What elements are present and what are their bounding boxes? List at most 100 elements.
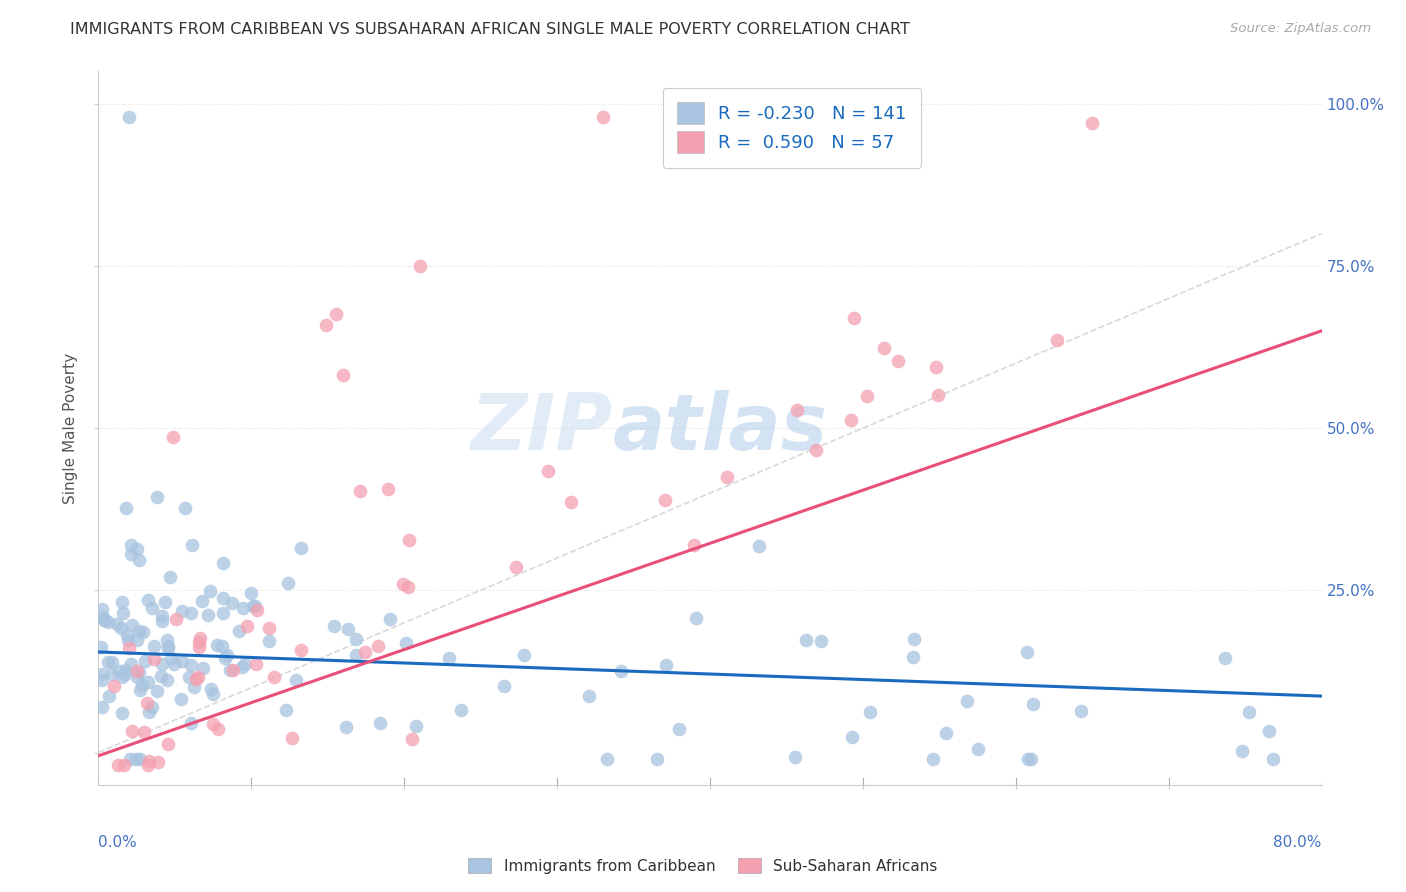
Point [170, 604, 193, 618]
Point [121, 617, 143, 632]
Point [610, 664, 633, 678]
Point [153, 595, 176, 609]
Point [201, 716, 224, 731]
Point [1015, 645, 1038, 659]
Point [165, 612, 187, 626]
Point [903, 632, 925, 647]
Point [537, 464, 560, 478]
Point [344, 632, 367, 646]
Point [155, 633, 177, 648]
Point [117, 641, 139, 656]
Point [150, 608, 173, 623]
Point [596, 752, 619, 766]
Text: atlas: atlas [612, 390, 827, 467]
Point [887, 354, 910, 368]
Point [783, 750, 806, 764]
Point [668, 722, 690, 736]
Point [685, 611, 707, 625]
Point [97, 615, 120, 630]
Point [110, 621, 132, 635]
Point [142, 652, 165, 666]
Point [401, 732, 423, 747]
Legend: R = -0.230   N = 141, R =  0.590   N = 57: R = -0.230 N = 141, R = 0.590 N = 57 [662, 87, 921, 168]
Point [93, 613, 115, 627]
Point [682, 538, 704, 552]
Point [396, 580, 419, 594]
Point [280, 731, 302, 745]
Point [844, 311, 866, 326]
Point [112, 758, 135, 772]
Point [935, 726, 957, 740]
Point [114, 663, 136, 677]
Point [810, 634, 832, 648]
Point [170, 654, 193, 668]
Point [146, 756, 169, 770]
Point [156, 673, 179, 687]
Point [120, 657, 142, 671]
Point [197, 607, 219, 622]
Point [214, 651, 236, 665]
Point [492, 679, 515, 693]
Point [560, 495, 582, 509]
Point [157, 640, 180, 655]
Point [198, 584, 221, 599]
Point [97, 689, 120, 703]
Point [257, 634, 280, 648]
Point [513, 648, 536, 662]
Point [128, 682, 150, 697]
Text: ZIP: ZIP [470, 390, 612, 467]
Point [159, 570, 181, 584]
Point [966, 742, 988, 756]
Point [716, 470, 738, 484]
Point [578, 689, 600, 703]
Point [136, 758, 159, 772]
Point [156, 639, 179, 653]
Point [1237, 705, 1260, 719]
Point [211, 640, 233, 654]
Point [323, 619, 346, 633]
Point [505, 559, 527, 574]
Point [243, 599, 266, 613]
Point [120, 547, 142, 561]
Point [246, 602, 269, 616]
Point [839, 413, 862, 427]
Point [219, 663, 242, 677]
Point [187, 640, 209, 655]
Point [120, 752, 142, 766]
Point [212, 591, 235, 605]
Point [191, 661, 214, 675]
Point [859, 706, 882, 720]
Point [188, 635, 211, 649]
Point [117, 632, 139, 647]
Point [211, 606, 233, 620]
Point [215, 648, 238, 662]
Point [315, 318, 337, 333]
Point [927, 388, 949, 402]
Point [1081, 116, 1104, 130]
Point [127, 541, 149, 556]
Text: 0.0%: 0.0% [98, 835, 138, 850]
Point [1213, 651, 1236, 665]
Point [228, 624, 250, 639]
Point [592, 110, 614, 124]
Point [1017, 752, 1039, 766]
Point [955, 694, 977, 708]
Point [125, 633, 148, 648]
Text: 80.0%: 80.0% [1274, 835, 1322, 850]
Point [142, 639, 165, 653]
Point [181, 538, 204, 552]
Point [101, 655, 124, 669]
Point [377, 482, 399, 496]
Point [111, 595, 134, 609]
Point [344, 648, 367, 662]
Legend: Immigrants from Caribbean, Sub-Saharan Africans: Immigrants from Caribbean, Sub-Saharan A… [463, 852, 943, 880]
Point [91, 610, 114, 624]
Point [200, 681, 222, 696]
Point [156, 737, 179, 751]
Point [138, 706, 160, 720]
Point [114, 667, 136, 681]
Point [183, 680, 205, 694]
Point [367, 639, 389, 653]
Point [654, 658, 676, 673]
Point [349, 483, 371, 498]
